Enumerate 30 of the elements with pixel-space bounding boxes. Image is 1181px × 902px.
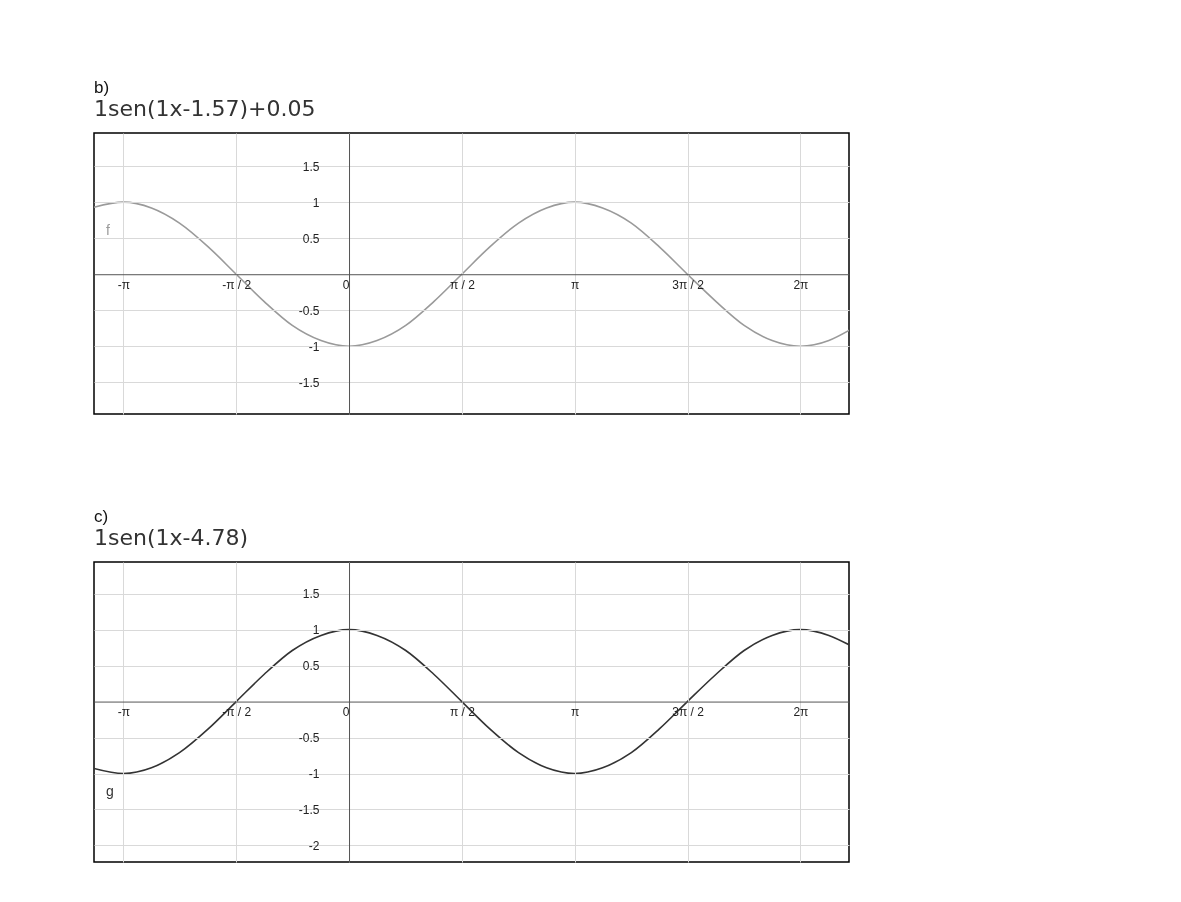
chart-title: c) [94, 507, 109, 526]
y-tick-label: -1.5 [298, 802, 320, 817]
y-tick-label: 1.5 [302, 159, 320, 174]
x-tick-label: π / 2 [449, 277, 476, 292]
y-tick-label: -1 [308, 339, 320, 354]
x-tick-label: 3π / 2 [672, 277, 705, 292]
y-tick-label: 1.5 [302, 587, 320, 602]
x-tick-label: -π / 2 [222, 277, 252, 292]
y-tick-label: 0.5 [302, 231, 320, 246]
x-tick-label: 2π [793, 705, 809, 720]
series-label: g [106, 783, 114, 800]
y-tick-label: -2 [308, 838, 320, 853]
y-tick-label: 0.5 [302, 659, 320, 674]
x-tick-label: 0 [342, 705, 350, 720]
x-tick-label: 2π [793, 277, 809, 292]
y-tick-label: 1 [312, 195, 320, 210]
series-label: f [106, 222, 110, 239]
chart-title: b) [94, 78, 110, 97]
y-tick-label: 1 [312, 623, 320, 638]
x-tick-label: 0 [342, 277, 350, 292]
chart-subtitle: 1sen(1x-1.57)+0.05 [94, 96, 316, 121]
x-tick-label: -π [117, 277, 130, 292]
y-tick-label: -0.5 [298, 731, 320, 746]
y-tick-label: -0.5 [298, 303, 320, 318]
y-tick-label: -1.5 [298, 375, 320, 390]
x-tick-label: -π [117, 705, 130, 720]
chart-subtitle: 1sen(1x-4.78) [94, 525, 249, 550]
x-tick-label: π [571, 705, 580, 720]
x-tick-label: π [571, 277, 580, 292]
y-tick-label: -1 [308, 767, 320, 782]
